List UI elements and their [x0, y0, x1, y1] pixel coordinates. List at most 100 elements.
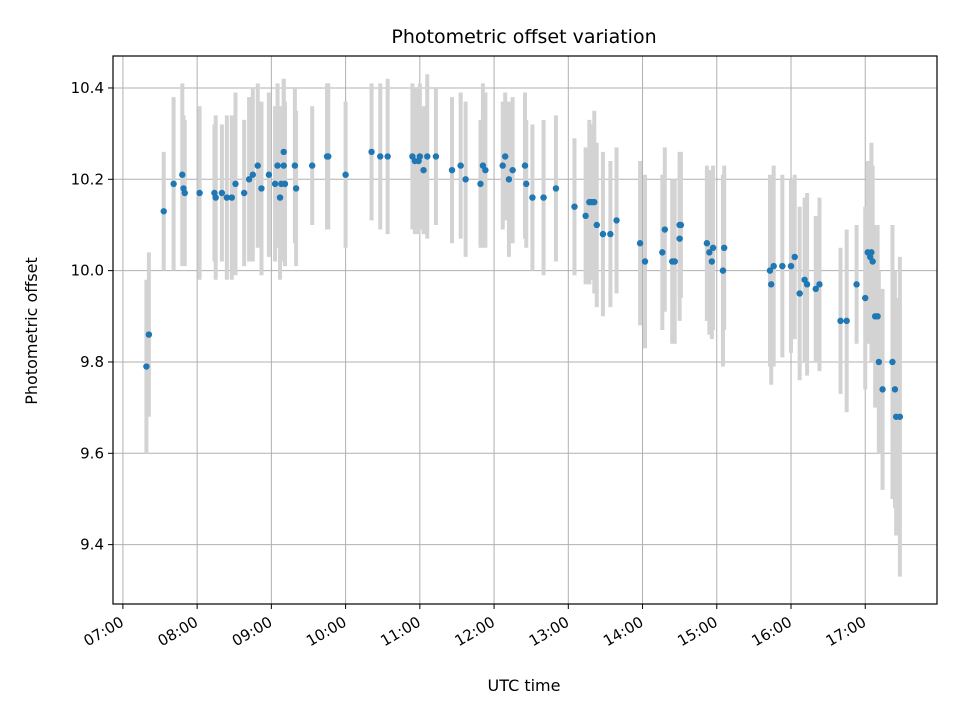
data-point: [521, 162, 529, 169]
data-point: [271, 180, 279, 188]
x-tick-label: 17:00: [823, 613, 869, 650]
data-point: [196, 189, 203, 197]
data-point: [599, 230, 607, 238]
data-point: [868, 249, 875, 256]
data-point: [416, 153, 424, 160]
y-axis: 9.4 9.6 9.8 10.0 10.2 10.4: [71, 79, 113, 554]
data-point: [766, 267, 774, 274]
data-point: [325, 153, 332, 160]
x-tick-label: 11:00: [377, 613, 423, 650]
data-point: [816, 281, 823, 288]
data-point: [803, 281, 811, 288]
data-point: [768, 281, 775, 288]
data-point: [276, 194, 284, 201]
data-point: [280, 162, 287, 169]
data-point: [160, 208, 167, 215]
data-point: [582, 212, 589, 220]
data-point: [240, 189, 248, 197]
data-point: [505, 176, 513, 183]
data-point: [891, 386, 899, 393]
error-bars: [144, 74, 902, 577]
data-point: [170, 180, 177, 188]
data-point: [607, 230, 614, 238]
data-point: [874, 313, 881, 320]
y-tick-label: 10.4: [71, 79, 104, 97]
data-point: [232, 180, 239, 188]
data-point: [853, 281, 860, 288]
data-point: [659, 249, 666, 256]
x-tick-label: 08:00: [155, 613, 201, 650]
data-point: [540, 194, 547, 201]
data-point: [424, 153, 431, 160]
data-point: [181, 189, 188, 197]
data-point: [432, 153, 440, 160]
x-tick-label: 16:00: [749, 613, 795, 650]
data-point: [796, 290, 803, 297]
data-point: [636, 240, 644, 247]
data-point: [843, 317, 850, 325]
data-point: [218, 189, 226, 197]
x-axis: 07:00 08:00 09:00 10:00 11:00 12:00 13:00 14:00…: [80, 604, 869, 650]
data-point: [223, 194, 231, 201]
data-point: [212, 194, 219, 201]
x-axis-title: UTC time: [488, 676, 561, 695]
data-point: [709, 244, 717, 251]
data-point: [613, 217, 620, 224]
data-point: [896, 413, 904, 420]
data-point: [719, 267, 727, 274]
data-point: [889, 358, 896, 366]
data-point: [779, 262, 786, 270]
data-point: [368, 148, 375, 156]
data-point: [228, 194, 235, 201]
y-tick-label: 10.0: [71, 262, 104, 280]
plot-frame: [112, 55, 938, 605]
data-point: [482, 166, 489, 174]
data-point: [720, 244, 728, 251]
data-point: [837, 317, 844, 325]
data-point: [593, 221, 600, 229]
data-point: [249, 171, 257, 178]
data-point: [661, 226, 669, 233]
x-tick-label: 09:00: [229, 613, 275, 650]
chart-title: Photometric offset variation: [391, 26, 656, 48]
data-point: [571, 203, 578, 210]
data-point: [502, 153, 509, 160]
data-point: [591, 198, 598, 206]
data-point: [676, 235, 683, 242]
data-point: [523, 180, 530, 188]
data-point: [384, 153, 391, 160]
data-point: [869, 258, 876, 265]
x-tick-label: 13:00: [526, 613, 572, 650]
data-point: [280, 148, 287, 156]
data-point: [145, 331, 153, 338]
data-point: [245, 176, 253, 183]
data-point: [342, 171, 349, 178]
data-points: [143, 148, 904, 420]
data-point: [787, 262, 795, 270]
data-point: [179, 171, 186, 178]
data-point: [499, 162, 506, 169]
data-point: [448, 166, 456, 174]
data-point: [292, 185, 300, 192]
data-point: [671, 258, 678, 265]
data-point: [706, 249, 713, 256]
data-point: [812, 285, 819, 293]
y-axis-title: Photometric offset: [22, 257, 41, 405]
y-tick-label: 9.8: [80, 353, 104, 371]
data-point: [258, 185, 265, 192]
data-point: [791, 253, 798, 261]
x-tick-label: 12:00: [452, 613, 498, 650]
data-point: [420, 166, 427, 174]
data-point: [274, 162, 281, 169]
data-point: [308, 162, 316, 169]
y-tick-label: 10.2: [71, 170, 104, 188]
data-point: [708, 258, 716, 265]
data-point: [862, 294, 869, 302]
data-point: [143, 363, 150, 370]
data-point: [770, 262, 777, 270]
y-tick-label: 9.4: [80, 536, 104, 554]
data-point: [477, 180, 484, 188]
data-point: [462, 176, 469, 183]
y-tick-label: 9.6: [80, 444, 104, 462]
